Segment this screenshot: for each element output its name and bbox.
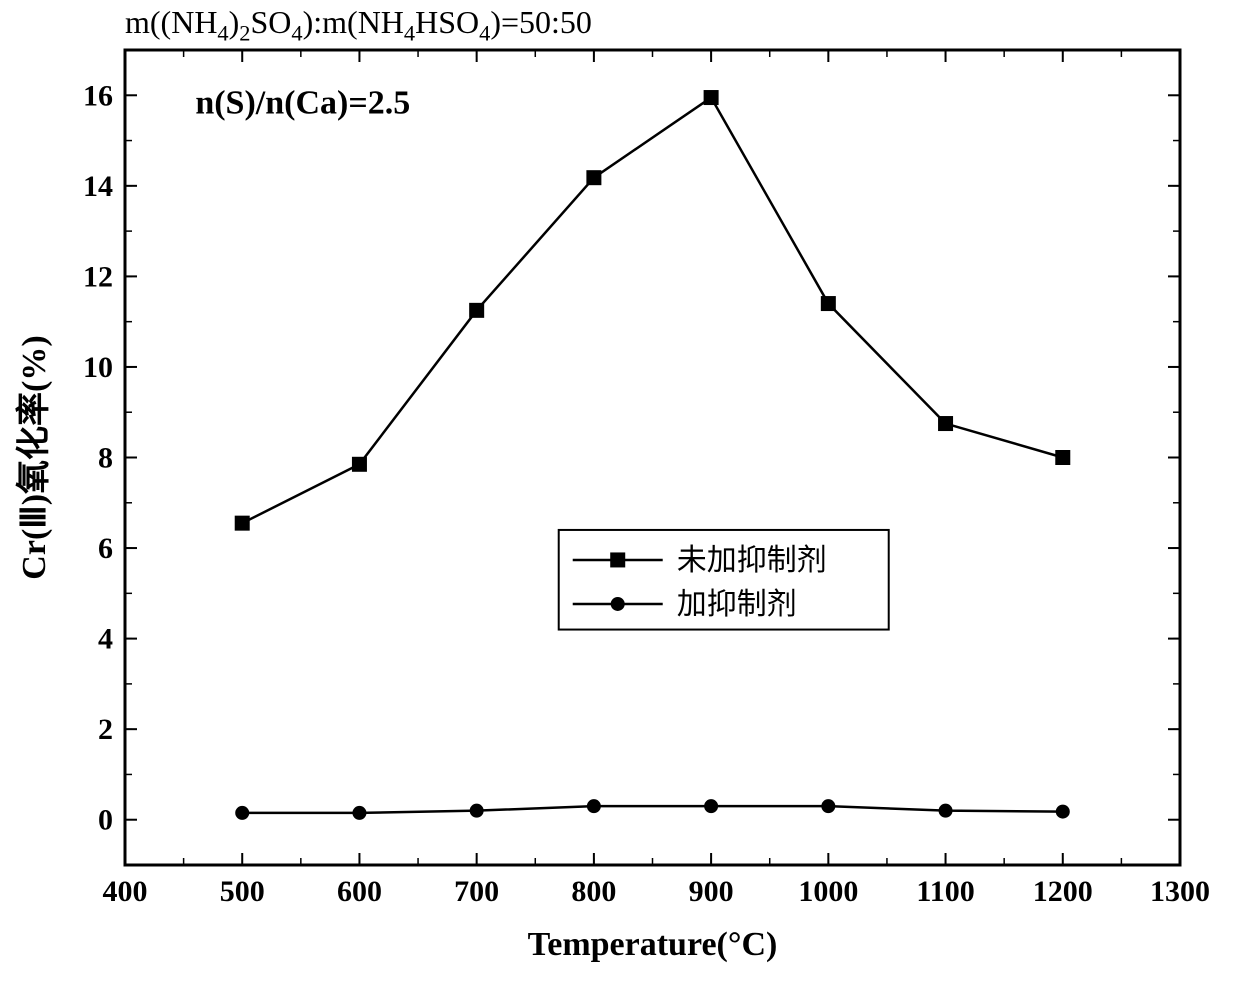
data-marker-square [611,553,625,567]
data-marker-square [235,516,249,530]
y-tick-label: 8 [98,442,113,475]
x-tick-label: 1000 [798,875,858,908]
data-marker-square [821,297,835,311]
x-tick-label: 800 [571,875,616,908]
data-marker-square [470,303,484,317]
data-marker-circle [587,800,600,813]
x-tick-label: 700 [454,875,499,908]
y-tick-label: 10 [83,351,113,384]
data-marker-circle [611,597,624,610]
legend-label: 未加抑制剂 [677,544,827,577]
x-tick-label: 600 [337,875,382,908]
x-tick-label: 1300 [1150,875,1210,908]
data-marker-square [587,171,601,185]
y-axis-label: Cr(Ⅲ)氧化率(%) [15,335,53,579]
y-tick-label: 4 [98,623,113,656]
annotation-text: n(S)/n(Ca)=2.5 [195,84,410,121]
plot-border [125,50,1180,865]
y-tick-label: 12 [83,260,113,293]
x-tick-label: 1100 [916,875,974,908]
y-tick-label: 6 [98,532,113,565]
chart-svg: 400 500 600 700 800 900 1000 1100 1200 1300 0 2 4 6 8 1… [0,0,1240,999]
legend-label: 加抑制剂 [677,588,797,621]
data-marker-circle [236,806,249,819]
data-marker-circle [939,804,952,817]
x-tick-label: 400 [103,875,148,908]
data-marker-circle [353,806,366,819]
data-marker-circle [1056,805,1069,818]
x-tick-label: 500 [220,875,265,908]
y-tick-label: 16 [83,79,113,112]
y-tick-label: 14 [83,170,113,203]
data-marker-circle [822,800,835,813]
data-marker-square [352,457,366,471]
x-tick-label: 1200 [1033,875,1093,908]
data-marker-square [704,91,718,105]
y-tick-label: 2 [98,713,113,746]
data-marker-circle [470,804,483,817]
data-marker-circle [705,800,718,813]
x-axis-label: Temperature(°C) [528,926,778,963]
x-tick-label: 900 [689,875,734,908]
chart-container: m((NH4)2SO4):m(NH4HSO4)=50:50 4005006007… [0,0,1240,999]
y-tick-label: 0 [98,804,113,837]
data-marker-square [939,417,953,431]
data-marker-square [1056,451,1070,465]
